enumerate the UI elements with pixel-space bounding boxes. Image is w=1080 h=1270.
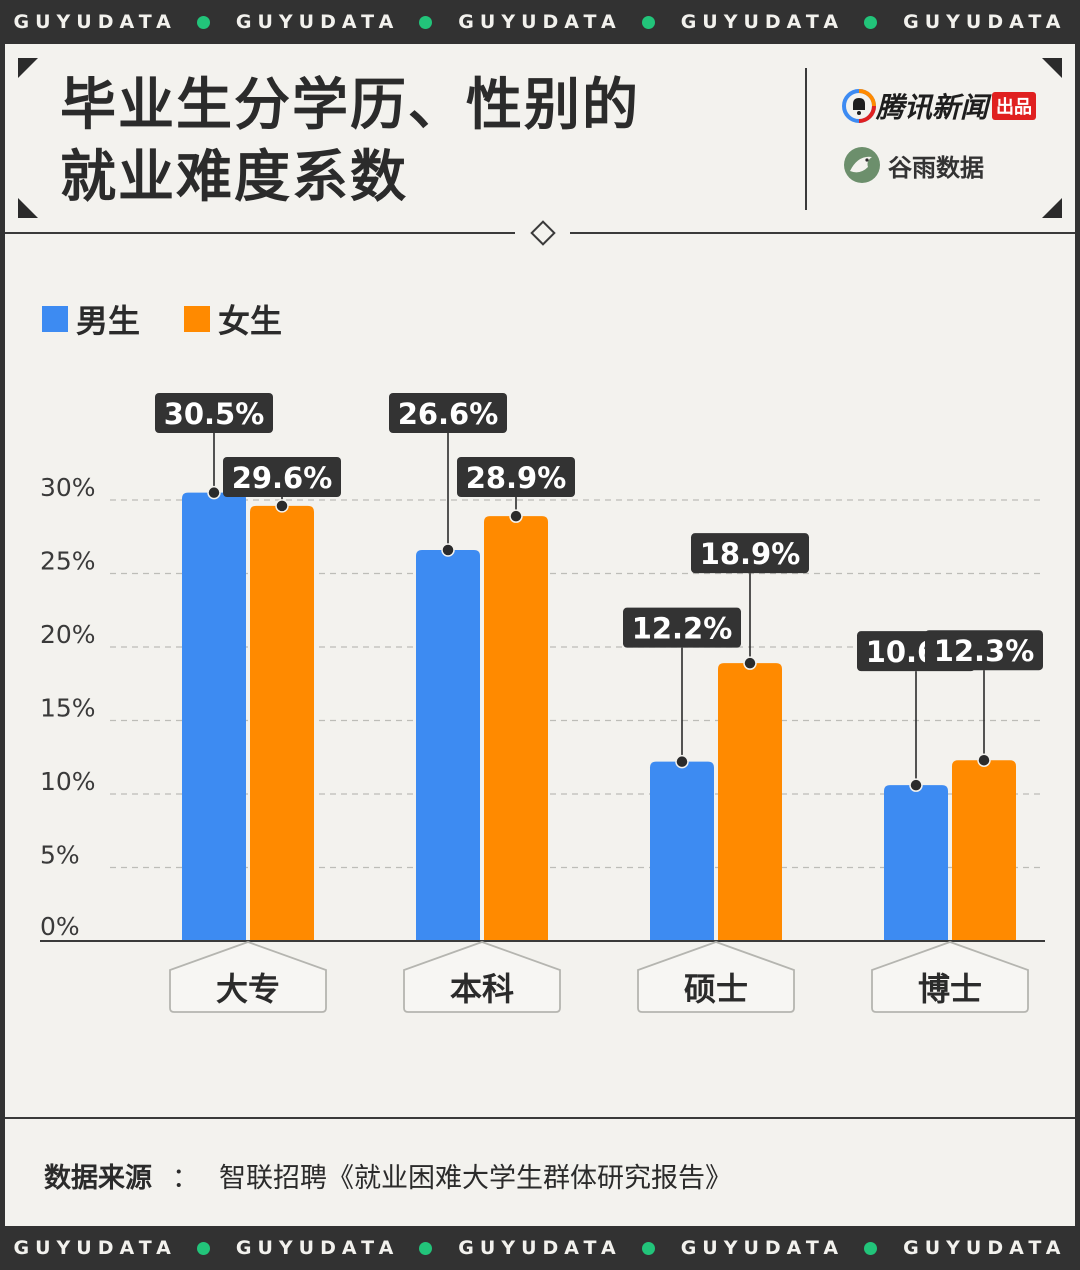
bar (484, 516, 548, 941)
y-tick-label: 15% (40, 694, 96, 723)
data-label: 29.6% (232, 461, 333, 495)
data-point-dot (909, 778, 923, 792)
header-divider-left (5, 232, 515, 234)
data-label-box (457, 457, 575, 497)
data-label: 18.9% (700, 537, 801, 571)
data-label-box (223, 457, 341, 497)
top-banner: GUYUDATA GUYUDATA GUYUDATA GUYUDATA GUYUDATA (0, 0, 1080, 44)
brand-primary-name: 腾讯新闻 (876, 91, 989, 124)
data-label: 12.2% (632, 612, 733, 646)
y-tick-label: 25% (40, 547, 96, 576)
banner-dot (196, 1241, 210, 1255)
category-label: 本科 (450, 970, 514, 1008)
y-tick-label: 30% (40, 473, 96, 502)
banner-word: GUYUDATA (903, 11, 1067, 33)
data-label: 26.6% (398, 397, 499, 431)
corner-mark-bottom-left (18, 198, 38, 218)
banner-word: GUYUDATA (680, 11, 845, 33)
bar (250, 505, 314, 941)
banner-word: GUYUDATA (903, 1237, 1067, 1259)
category-label: 大专 (216, 970, 280, 1008)
banner-dot (641, 1241, 655, 1255)
legend-item-male: 男生 (42, 296, 140, 342)
y-tick-label: 5% (40, 841, 80, 870)
y-tick-label: 0% (40, 912, 80, 941)
data-label: 12.3% (934, 634, 1035, 668)
legend-label-female: 女生 (218, 302, 283, 340)
category-label: 博士 (918, 970, 982, 1008)
legend-label-male: 男生 (76, 302, 141, 340)
y-tick-label: 10% (40, 767, 96, 796)
title-line-2: 就业难度系数 (60, 145, 408, 210)
chart-legend: 男生 女生 (42, 296, 326, 342)
data-point-dot (207, 485, 221, 500)
data-label-box (155, 393, 273, 433)
data-point-dot (743, 656, 757, 670)
data-label-box (925, 630, 1043, 671)
legend-swatch-male (42, 306, 68, 332)
legend-swatch-female (184, 306, 211, 332)
banner-word: GUYUDATA (235, 1237, 400, 1259)
source-text: 智联招聘《就业困难大学生群体研究报告》 (219, 1163, 732, 1194)
header-vertical-divider (805, 68, 807, 210)
banner-dot (419, 15, 433, 29)
source-label: 数据来源 (44, 1163, 152, 1194)
source-colon: ： (172, 1163, 199, 1194)
data-label: 30.5% (164, 397, 265, 431)
data-point-dot (977, 753, 991, 767)
banner-word: GUYUDATA (458, 1237, 622, 1259)
bar (884, 785, 948, 941)
brand-primary-tag: 出品 (992, 92, 1037, 120)
brand-secondary-name: 谷雨数据 (888, 153, 984, 182)
banner-dot (196, 15, 210, 29)
bell-logo-icon (842, 89, 876, 123)
category-label-box (169, 941, 327, 1013)
data-label-box (623, 607, 741, 648)
bottom-banner: GUYUDATA GUYUDATA GUYUDATA GUYUDATA GUYUDATA (0, 1226, 1080, 1270)
data-point-dot (675, 754, 689, 769)
bar (182, 492, 246, 941)
footer-divider (5, 1117, 1075, 1119)
bar (416, 549, 480, 941)
category-label-box (403, 941, 561, 1013)
corner-mark-top-left (18, 58, 38, 78)
brand-secondary: 谷雨数据 (842, 145, 984, 185)
data-point-dot (275, 499, 289, 513)
banner-dot (641, 15, 655, 29)
banner-word: GUYUDATA (458, 11, 622, 33)
bird-logo-icon (844, 147, 880, 183)
header-divider-right (570, 232, 1075, 234)
banner-dot (419, 1241, 433, 1255)
title-line-1: 毕业生分学历、性别的 (60, 73, 640, 138)
page-title: 毕业生分学历、性别的 就业难度系数 (60, 70, 640, 214)
data-label: 28.9% (466, 461, 567, 495)
category-label-box (871, 941, 1029, 1013)
source-note: 数据来源 ： 智联招聘《就业困难大学生群体研究报告》 (44, 1156, 732, 1195)
bar (718, 663, 782, 941)
data-point-dot (509, 509, 523, 523)
banner-dot (864, 15, 878, 29)
banner-word: GUYUDATA (13, 1237, 177, 1259)
category-label: 硕士 (684, 970, 748, 1008)
data-point-dot (441, 543, 455, 557)
bar-chart: 0%5%10%15%20%25%30%30.5% 26.6%12.2%10.6%2… (40, 393, 1045, 1013)
legend-item-female: 女生 (184, 296, 282, 342)
banner-word: GUYUDATA (680, 1237, 845, 1259)
bar (952, 760, 1016, 941)
banner-word: GUYUDATA (13, 11, 177, 33)
corner-mark-bottom-right (1042, 198, 1062, 218)
category-label-box (637, 941, 795, 1013)
banner-dot (864, 1241, 878, 1255)
data-label-box (691, 533, 809, 574)
corner-mark-top-right (1042, 58, 1062, 78)
bar (650, 761, 714, 941)
data-label-box (389, 393, 507, 433)
y-tick-label: 20% (40, 620, 96, 649)
banner-word: GUYUDATA (235, 11, 400, 33)
brand-primary: 腾讯新闻 出品 (842, 86, 1037, 126)
